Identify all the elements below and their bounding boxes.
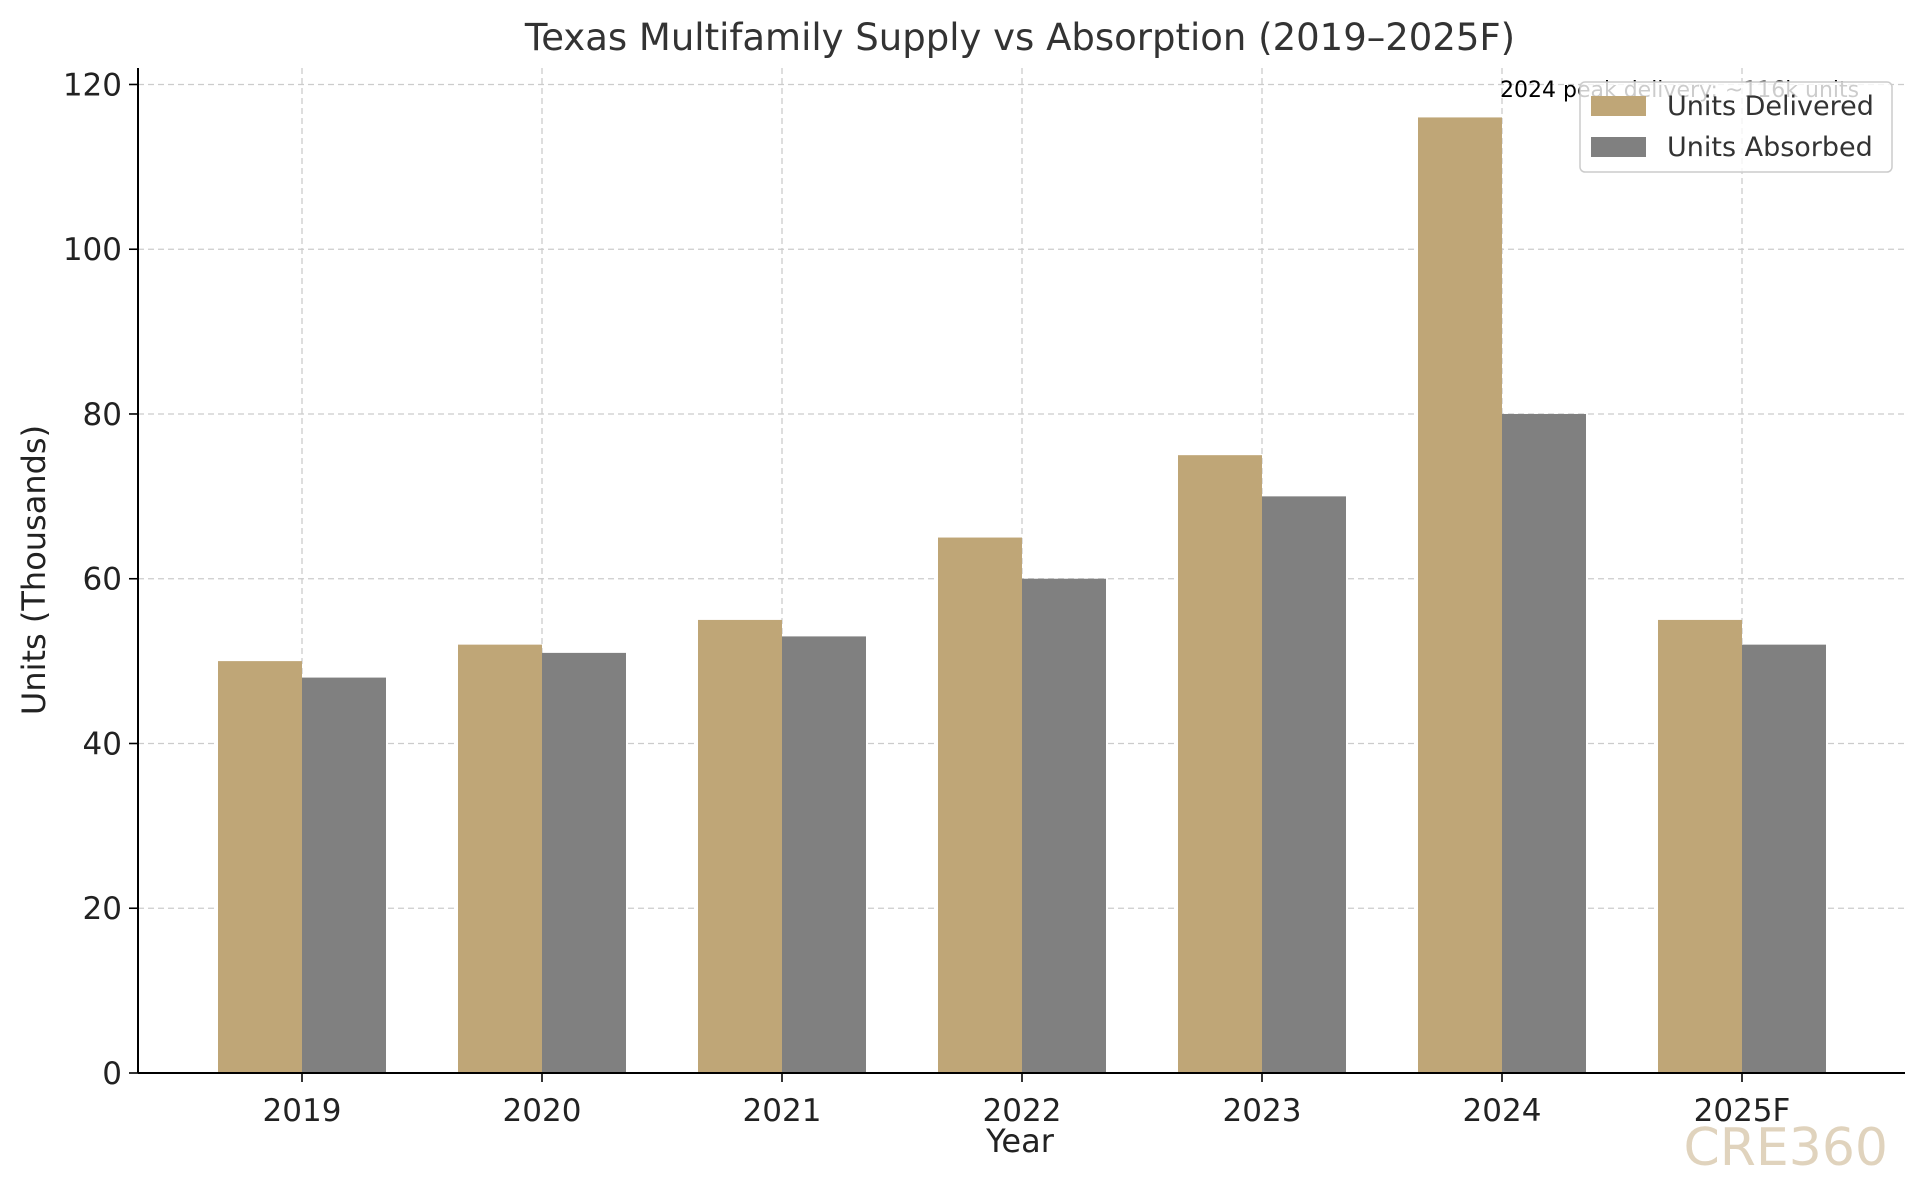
bar-units-absorbed [302, 677, 386, 1073]
bar-units-delivered [1178, 455, 1262, 1073]
x-tick-label: 2022 [983, 1093, 1062, 1129]
y-tick-label: 0 [102, 1056, 122, 1092]
y-tick-label: 60 [83, 562, 122, 598]
legend-swatch-units-absorbed [1591, 137, 1646, 157]
bar-units-delivered [698, 619, 782, 1073]
legend-label-units-delivered: Units Delivered [1667, 91, 1874, 122]
grid-layer [138, 68, 1905, 1073]
bar-units-delivered [938, 537, 1022, 1073]
x-tick-label: 2024 [1463, 1093, 1542, 1129]
x-tick-label: 2019 [263, 1093, 342, 1129]
axis-layer: 0 20 40 60 80 100 120 2019 2020 2021 2022 2023 2024 2… [63, 67, 1905, 1129]
bar-units-delivered [458, 644, 542, 1073]
watermark-logo: CRE360 [1683, 1118, 1888, 1178]
bar-units-absorbed [782, 636, 866, 1073]
bar-units-absorbed [1022, 578, 1106, 1073]
legend-swatch-units-delivered [1591, 96, 1646, 116]
legend: Units Delivered Units Absorbed [1579, 81, 1893, 173]
chart-title: Texas Multifamily Supply vs Absorption (… [524, 16, 1515, 59]
y-tick-label: 40 [83, 726, 122, 762]
bar-units-delivered [1418, 117, 1502, 1074]
x-tick-label: 2025F [1694, 1093, 1791, 1129]
bar-units-delivered [1658, 619, 1742, 1073]
y-tick-label: 100 [63, 232, 122, 268]
bar-units-delivered [218, 661, 302, 1073]
x-tick-label: 2021 [743, 1093, 822, 1129]
bar-units-absorbed [1262, 496, 1346, 1073]
bar-layer [218, 117, 1826, 1074]
x-axis-label: Year [985, 1122, 1055, 1160]
y-axis-label: Units (Thousands) [15, 425, 53, 715]
x-tick-label: 2020 [503, 1093, 582, 1129]
bar-units-absorbed [1742, 644, 1826, 1073]
bar-units-absorbed [542, 652, 626, 1073]
y-tick-label: 120 [63, 67, 122, 103]
legend-box [1579, 81, 1893, 173]
legend-label-units-absorbed: Units Absorbed [1667, 132, 1873, 163]
y-tick-label: 80 [83, 397, 122, 433]
bar-units-absorbed [1502, 413, 1586, 1073]
y-tick-label: 20 [83, 891, 122, 927]
x-tick-label: 2023 [1223, 1093, 1302, 1129]
